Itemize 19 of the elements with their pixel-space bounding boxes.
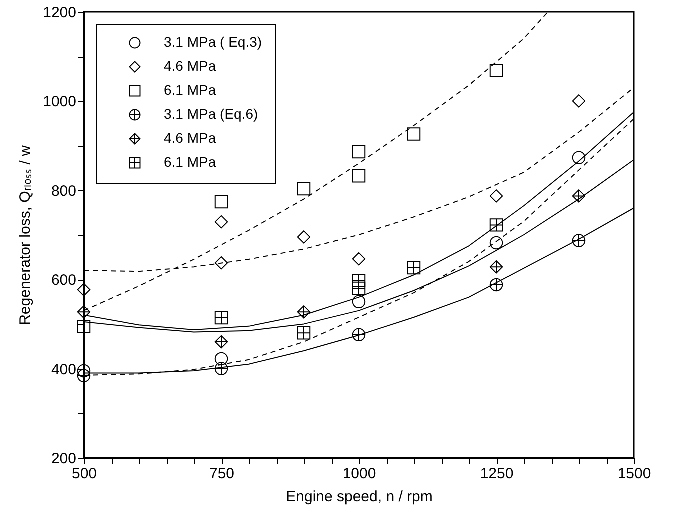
x-tick-label: 1000 [342, 466, 376, 482]
x-tick-label: 500 [72, 466, 98, 482]
legend-label: 6.1 MPa [164, 154, 216, 170]
y-tick-label: 1000 [43, 94, 76, 111]
legend-label: 6.1 MPa [164, 82, 216, 98]
legend-label: 4.6 MPa [164, 58, 216, 74]
y-tick-label: 600 [51, 272, 76, 290]
y-tick-label: 1200 [43, 4, 76, 22]
legend-label: 4.6 MPa [164, 130, 216, 146]
legend-label: 3.1 MPa ( Eq.3) [164, 34, 262, 50]
y-axis-title: Regenerator loss, Qᵣₗₒₛₛ / w [17, 145, 34, 326]
y-tick-label: 200 [51, 450, 76, 468]
legend-label: 3.1 MPa (Eq.6) [164, 106, 258, 122]
x-tick-label: 1250 [480, 466, 514, 482]
x-axis-title: Engine speed, n / rpm [286, 488, 433, 506]
x-tick-label: 1500 [618, 466, 652, 482]
y-tick-label: 400 [51, 361, 76, 378]
x-tick-label: 750 [209, 466, 235, 482]
y-tick-label: 800 [51, 182, 76, 200]
